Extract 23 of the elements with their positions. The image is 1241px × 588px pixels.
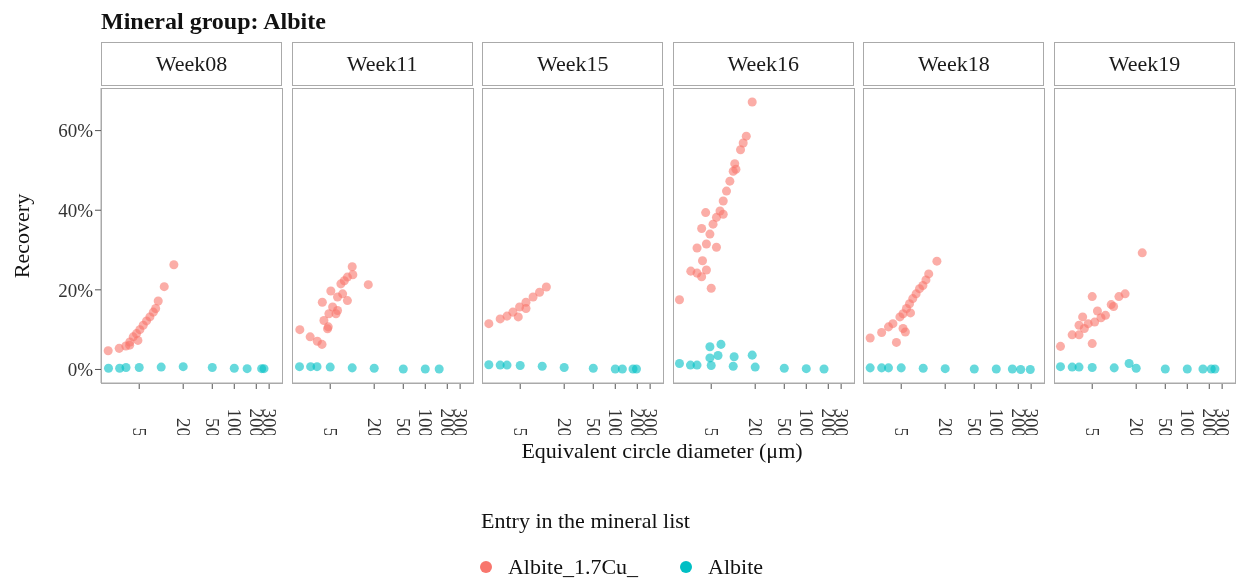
chart-subtitle: Week08 <box>101 42 282 86</box>
y-tick-label: 40% <box>58 199 94 221</box>
point <box>317 297 327 307</box>
chart-subtitle: Week15 <box>482 42 664 86</box>
y-tick-label: 60% <box>58 120 94 142</box>
legend-label: Albite <box>708 554 764 580</box>
legend-title: Entry in the mineral list <box>481 508 690 534</box>
point <box>325 286 335 296</box>
legend-label: Albite_1.7Cu_ <box>507 554 639 580</box>
chart-subtitle: Week18 <box>863 42 1045 86</box>
y-tick-label: 0% <box>67 359 94 381</box>
point <box>312 362 322 372</box>
y-tick-label: 20% <box>58 279 94 301</box>
chart-subtitle: Week16 <box>672 42 854 86</box>
chart-subtitle: Week11 <box>291 42 473 86</box>
point <box>342 296 352 306</box>
y-axis-title: Recovery <box>9 193 35 278</box>
point <box>347 262 357 272</box>
point <box>337 289 347 299</box>
chart-title: Mineral group: Albite <box>101 8 326 35</box>
chart-subtitle: Week19 <box>1054 42 1235 86</box>
x-axis-title: Equivalent circle diameter (μm) <box>521 438 803 464</box>
point <box>347 270 357 280</box>
